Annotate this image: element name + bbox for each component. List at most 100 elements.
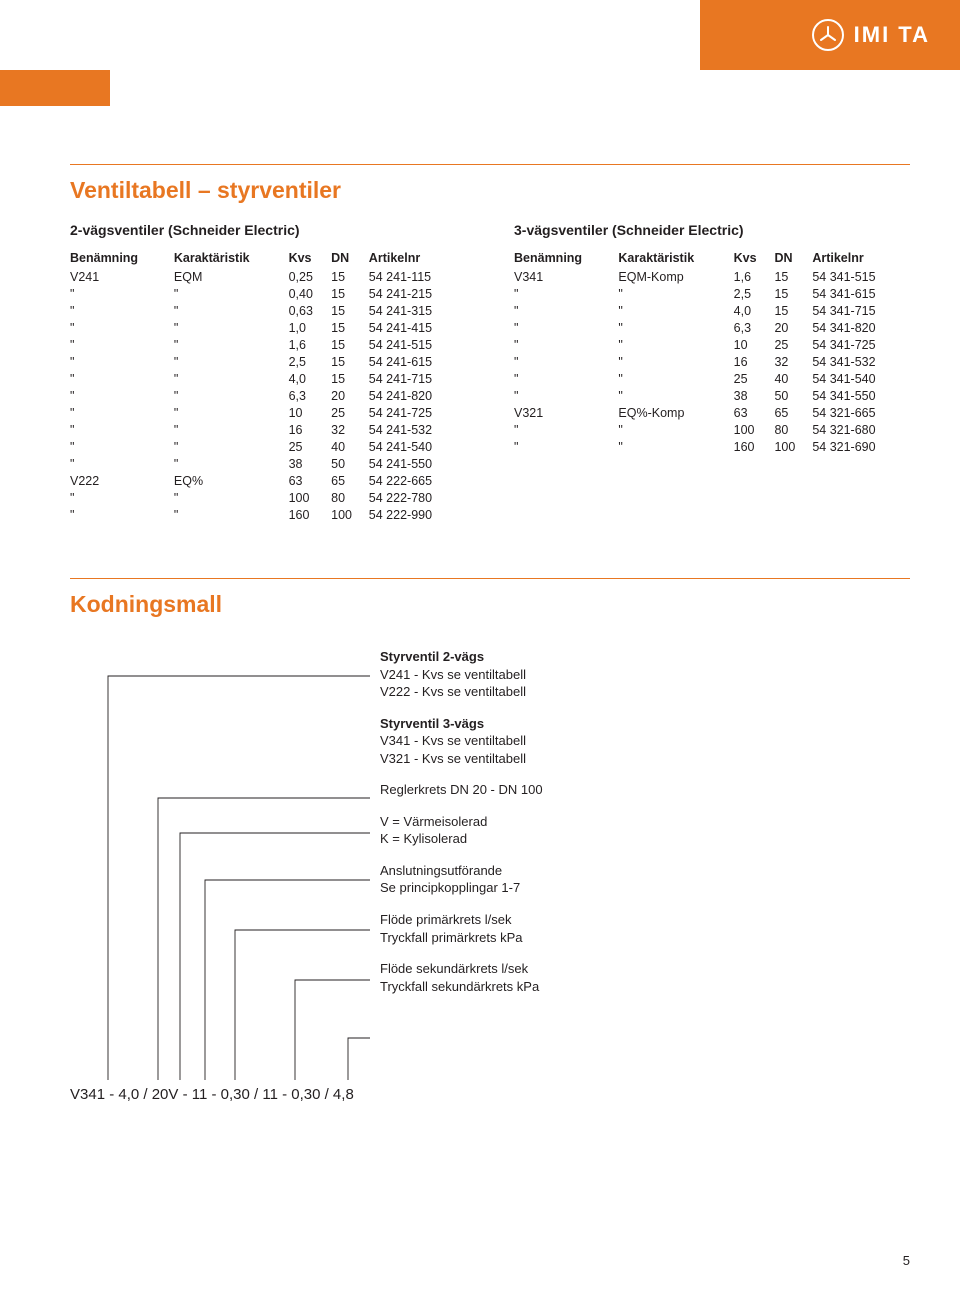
table-row: ""16010054 321-690 [514,438,910,455]
table-row: ""385054 241-550 [70,455,466,472]
table-cell: 25 [734,370,775,387]
table-cell: " [514,302,618,319]
table-cell: 10 [289,404,332,421]
table-cell: " [174,370,289,387]
table-cell: 54 321-680 [812,421,910,438]
table-right-block: 3-vägsventiler (Schneider Electric) Benä… [514,222,910,523]
table-cell: EQ% [174,472,289,489]
table-cell: 54 341-515 [812,268,910,285]
table-row: V241EQM0,251554 241-115 [70,268,466,285]
table-row: ""1008054 321-680 [514,421,910,438]
table-cell: " [618,285,733,302]
table-cell: 1,6 [734,268,775,285]
table-cell: " [618,438,733,455]
table-cell: 54 241-615 [369,353,466,370]
kodning-code: V341 - 4,0 / 20V - 11 - 0,30 / 11 - 0,30… [70,1086,354,1103]
table-cell: " [618,319,733,336]
table-cell: " [70,336,174,353]
brand-logo: IMI TA [812,19,930,51]
page-content: Ventiltabell – styrventiler 2-vägsventil… [70,160,910,1148]
table-cell: 0,25 [289,268,332,285]
table-cell: 54 222-665 [369,472,466,489]
table-cell: 15 [774,285,812,302]
table-cell: 2,5 [734,285,775,302]
kodning-label-line: K = Kylisolerad [380,830,543,848]
table-row: ""16010054 222-990 [70,506,466,523]
table-cell: 15 [774,268,812,285]
table-cell: " [514,421,618,438]
table-cell: 54 222-780 [369,489,466,506]
table-cell: 54 341-820 [812,319,910,336]
table-cell: 10 [734,336,775,353]
table-cell: " [70,319,174,336]
table-cell: 54 241-550 [369,455,466,472]
table-cell: 54 341-532 [812,353,910,370]
kodning-label-group: V = VärmeisoleradK = Kylisolerad [380,813,543,848]
table-header-cell: Kvs [734,248,775,268]
table-cell: 54 241-532 [369,421,466,438]
table-cell: 32 [331,421,369,438]
table-row: V222EQ%636554 222-665 [70,472,466,489]
kodning-label-group: Reglerkrets DN 20 - DN 100 [380,781,543,799]
kodning-label-line: Tryckfall primärkrets kPa [380,929,543,947]
section-rule-2 [70,578,910,579]
kodning-label-group: Styrventil 2-vägsV241 - Kvs se ventiltab… [380,648,543,701]
table-row: ""163254 341-532 [514,353,910,370]
table-cell: 100 [734,421,775,438]
kodning-label-line: Anslutningsutförande [380,862,543,880]
table-cell: " [174,506,289,523]
table-cell: " [174,404,289,421]
kodning-label-line: Se principkopplingar 1-7 [380,879,543,897]
table-cell: 100 [331,506,369,523]
table-row: ""254054 341-540 [514,370,910,387]
header-brand-bar: IMI TA [700,0,960,70]
table-cell: " [70,353,174,370]
table-cell: 54 321-690 [812,438,910,455]
kodning-label-line: V = Värmeisolerad [380,813,543,831]
table-cell: 54 341-725 [812,336,910,353]
table-cell: 54 341-540 [812,370,910,387]
table-cell: " [618,353,733,370]
table-cell: 15 [331,319,369,336]
table-cell: V241 [70,268,174,285]
kodning-label-group: Flöde primärkrets l/sekTryckfall primärk… [380,911,543,946]
table-cell: " [174,438,289,455]
table-cell: 32 [774,353,812,370]
table-cell: " [174,421,289,438]
table-left: BenämningKaraktäristikKvsDNArtikelnr V24… [70,248,466,523]
table-cell: 15 [774,302,812,319]
table-row: ""1,01554 241-415 [70,319,466,336]
table-cell: " [70,285,174,302]
table-header-cell: Artikelnr [369,248,466,268]
table-cell: 54 241-215 [369,285,466,302]
table-row: ""2,51554 241-615 [70,353,466,370]
table-header-cell: Karaktäristik [618,248,733,268]
table-cell: " [70,302,174,319]
table-row: ""385054 341-550 [514,387,910,404]
table-cell: 54 241-415 [369,319,466,336]
table-cell: 25 [289,438,332,455]
table-cell: 16 [289,421,332,438]
table-cell: 0,63 [289,302,332,319]
table-header-cell: DN [774,248,812,268]
table-left-subtitle: 2-vägsventiler (Schneider Electric) [70,222,466,238]
table-cell: " [514,387,618,404]
tables-row: 2-vägsventiler (Schneider Electric) Benä… [70,222,910,523]
table-cell: " [514,285,618,302]
kodning-label-group: Styrventil 3-vägsV341 - Kvs se ventiltab… [380,715,543,768]
table-cell: 63 [734,404,775,421]
table-cell: " [514,353,618,370]
table-cell: 40 [331,438,369,455]
table-cell: 38 [734,387,775,404]
table-cell: 65 [774,404,812,421]
table-row: ""102554 341-725 [514,336,910,353]
left-accent-bar [0,70,110,106]
kodning-label-group: AnslutningsutförandeSe principkopplingar… [380,862,543,897]
table-cell: " [70,438,174,455]
table-cell: " [70,455,174,472]
kodning-label-line: V241 - Kvs se ventiltabell [380,666,543,684]
table-cell: 54 341-550 [812,387,910,404]
page-number: 5 [903,1253,910,1268]
table-cell: " [174,353,289,370]
kodning-label-line: V321 - Kvs se ventiltabell [380,750,543,768]
